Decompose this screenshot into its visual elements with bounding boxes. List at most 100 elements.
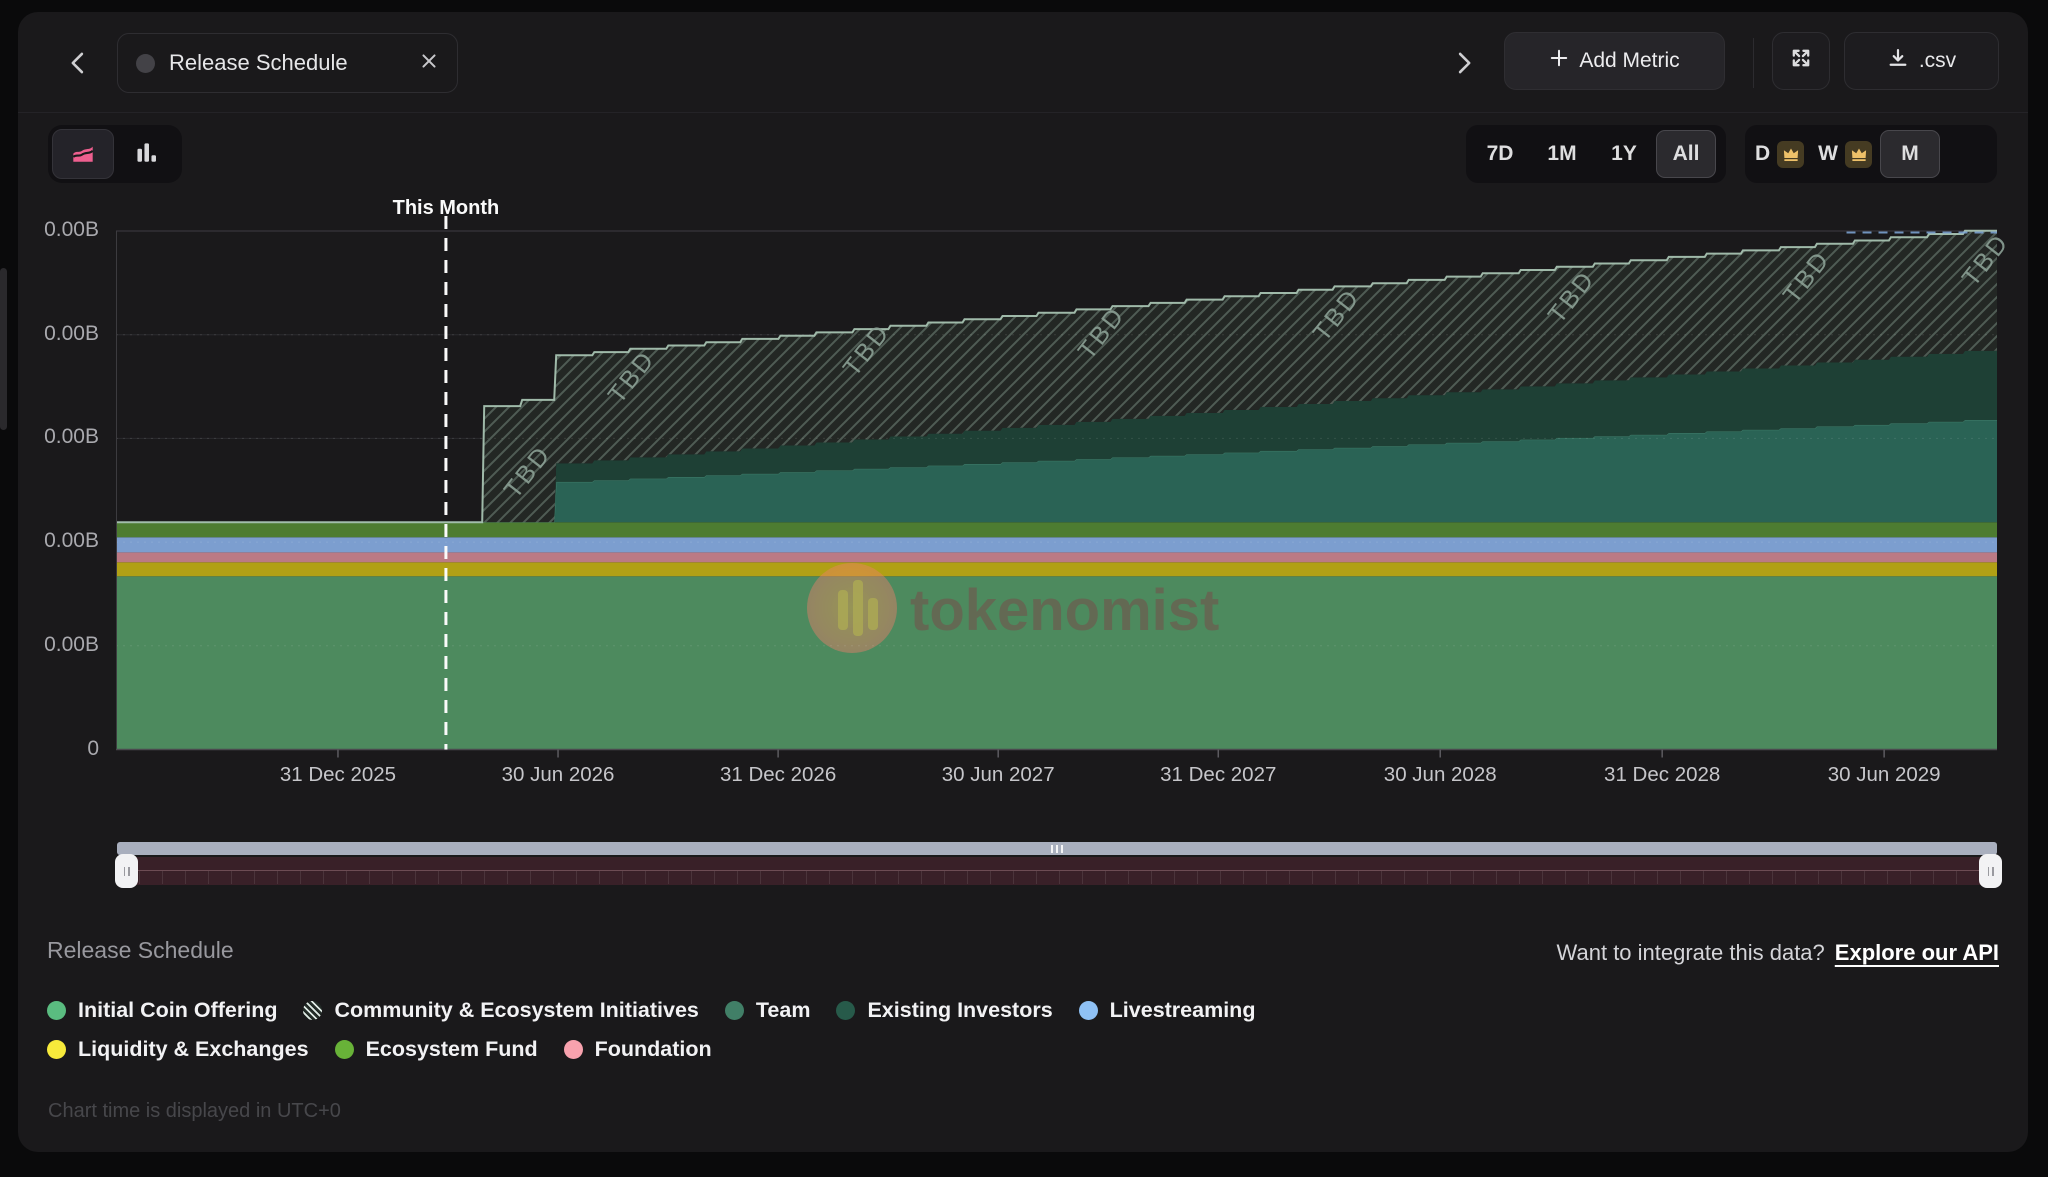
y-axis-tick-label: 0: [87, 737, 99, 761]
chart-overview-scrollbar[interactable]: [117, 842, 1997, 855]
x-axis-tick-label: 31 Dec 2026: [720, 763, 836, 787]
x-axis-tick-label: 30 Jun 2027: [942, 763, 1055, 787]
legend-item-label: Liquidity & Exchanges: [78, 1037, 309, 1062]
download-icon: [1887, 47, 1909, 75]
tab-label: Release Schedule: [169, 50, 405, 76]
download-csv-button[interactable]: .csv: [1844, 32, 1999, 90]
plus-icon: [1549, 48, 1569, 74]
range-all-button[interactable]: All: [1656, 130, 1716, 178]
bar-chart-icon: [131, 138, 159, 171]
chevron-right-icon: [1453, 50, 1475, 79]
x-axis-tick-label: 31 Dec 2028: [1604, 763, 1720, 787]
csv-label: .csv: [1919, 49, 1956, 73]
y-axis-tick-label: 00.00B: [44, 425, 99, 449]
add-metric-label: Add Metric: [1579, 49, 1679, 73]
y-axis-tick-label: 00.00B: [44, 218, 99, 242]
watermark-text: tokenomist: [910, 578, 1219, 643]
dot-swatch-icon: [1079, 1001, 1098, 1020]
range-label: 1Y: [1611, 142, 1637, 166]
legend-item[interactable]: Foundation: [564, 1037, 712, 1062]
tab-release-schedule[interactable]: Release Schedule: [117, 33, 458, 93]
x-axis-tick-label: 31 Dec 2025: [280, 763, 396, 787]
chart-area[interactable]: 00.00B 00.00B 00.00B 00.00B 00.00B 0 tokenomi…: [18, 183, 2028, 843]
legend: Initial Coin Offering Community & Ecosyst…: [47, 998, 1255, 1062]
interval-m-button[interactable]: M: [1880, 130, 1940, 178]
close-icon[interactable]: [419, 51, 439, 76]
legend-item-label: Ecosystem Fund: [366, 1037, 538, 1062]
range-label: 1M: [1547, 142, 1576, 166]
page: Release Schedule Add Metric: [0, 0, 2048, 1177]
dot-swatch-icon: [836, 1001, 855, 1020]
interval-w-button[interactable]: W: [1812, 130, 1878, 178]
range-label: 7D: [1487, 142, 1514, 166]
scrollbar-grip-icon[interactable]: [1051, 845, 1063, 853]
slider-handle-left[interactable]: [115, 854, 138, 888]
range-7d-button[interactable]: 7D: [1470, 130, 1530, 178]
chevron-left-icon: [67, 50, 89, 79]
time-range-slider[interactable]: [117, 857, 1998, 885]
legend-item-label: Initial Coin Offering: [78, 998, 277, 1023]
back-button[interactable]: [60, 46, 96, 82]
area-chart-icon: [69, 138, 97, 171]
interval-group: DWM: [1745, 125, 1997, 183]
legend-item[interactable]: Liquidity & Exchanges: [47, 1037, 309, 1062]
explore-api-link[interactable]: Explore our API: [1835, 940, 1999, 966]
x-axis-tick-label: 30 Jun 2028: [1384, 763, 1497, 787]
tab-status-dot-icon: [136, 54, 155, 73]
y-axis-tick-label: 00.00B: [44, 633, 99, 657]
x-axis-tick-label: 31 Dec 2027: [1160, 763, 1276, 787]
range-label: All: [1673, 142, 1700, 166]
legend-item[interactable]: Livestreaming: [1079, 998, 1256, 1023]
legend-item[interactable]: Team: [725, 998, 811, 1023]
api-callout: Want to integrate this data? Explore our…: [1557, 940, 1999, 966]
range-1m-button[interactable]: 1M: [1532, 130, 1592, 178]
legend-item-label: Foundation: [595, 1037, 712, 1062]
fullscreen-icon: [1789, 46, 1813, 76]
premium-crown-icon: [1845, 141, 1872, 168]
legend-title: Release Schedule: [47, 937, 234, 964]
time-range-group: 7D 1M 1Y All: [1466, 125, 1726, 183]
interval-label: M: [1901, 142, 1919, 166]
this-month-label: This Month: [393, 197, 500, 220]
legend-item-label: Community & Ecosystem Initiatives: [334, 998, 698, 1023]
legend-item-label: Team: [756, 998, 811, 1023]
interval-label: D: [1755, 142, 1770, 166]
fullscreen-button[interactable]: [1772, 32, 1830, 90]
timezone-note: Chart time is displayed in UTC+0: [48, 1100, 341, 1123]
page-scrollbar[interactable]: [0, 268, 7, 430]
x-axis-labels: 31 Dec 2025 30 Jun 2026 31 Dec 2026 30 Jun …: [116, 763, 1997, 793]
legend-item[interactable]: Initial Coin Offering: [47, 998, 277, 1023]
y-axis-tick-label: 00.00B: [44, 322, 99, 346]
dot-swatch-icon: [725, 1001, 744, 1020]
legend-item-label: Existing Investors: [867, 998, 1052, 1023]
topbar-divider: [18, 112, 2028, 113]
x-axis-tick-label: 30 Jun 2026: [502, 763, 615, 787]
legend-item[interactable]: Existing Investors: [836, 998, 1052, 1023]
dot-swatch-icon: [47, 1040, 66, 1059]
y-axis-tick-label: 00.00B: [44, 529, 99, 553]
chart-type-toggle: [48, 125, 182, 183]
dot-swatch-icon: [335, 1040, 354, 1059]
area-chart-toggle-button[interactable]: [52, 129, 114, 179]
bar-chart-toggle-button[interactable]: [114, 129, 176, 179]
premium-crown-icon: [1777, 141, 1804, 168]
interval-d-button[interactable]: D: [1749, 130, 1810, 178]
range-1y-button[interactable]: 1Y: [1594, 130, 1654, 178]
dot-swatch-icon: [47, 1001, 66, 1020]
release-schedule-chart[interactable]: tokenomistTBDTBDTBDTBDTBDTBDTBDTBD: [116, 228, 1997, 758]
legend-item[interactable]: Ecosystem Fund: [335, 1037, 538, 1062]
api-prompt: Want to integrate this data?: [1557, 940, 1825, 966]
y-axis-labels: 00.00B 00.00B 00.00B 00.00B 00.00B 0: [44, 183, 99, 843]
topbar-divider-vertical: [1753, 38, 1754, 88]
dot-swatch-icon: [564, 1040, 583, 1059]
forward-button[interactable]: [1446, 46, 1482, 82]
legend-item[interactable]: Community & Ecosystem Initiatives: [303, 998, 698, 1023]
hatched-swatch-icon: [303, 1001, 322, 1020]
chart-panel: Release Schedule Add Metric: [18, 12, 2028, 1152]
add-metric-button[interactable]: Add Metric: [1504, 32, 1725, 90]
x-axis-tick-label: 30 Jun 2029: [1828, 763, 1941, 787]
legend-item-label: Livestreaming: [1110, 998, 1256, 1023]
interval-label: W: [1818, 142, 1838, 166]
slider-ticks: [117, 871, 1998, 884]
slider-handle-right[interactable]: [1979, 854, 2002, 888]
